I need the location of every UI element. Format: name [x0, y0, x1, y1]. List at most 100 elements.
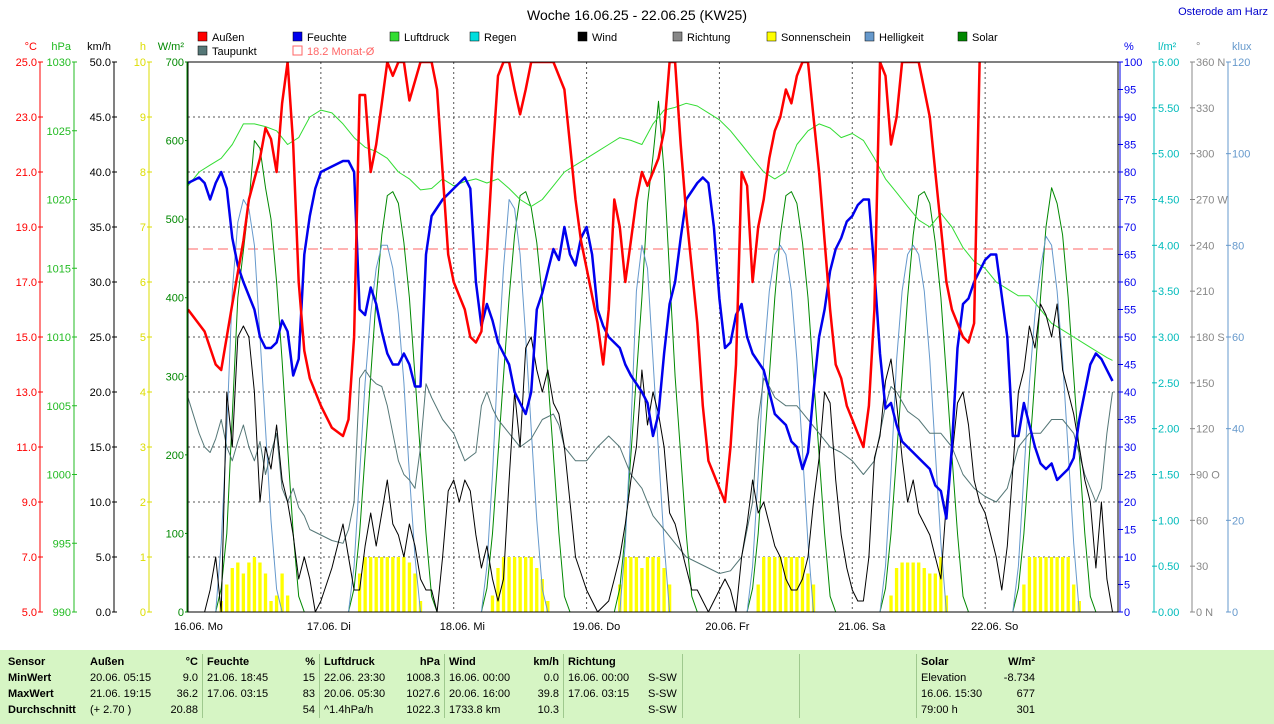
bar-sonnenschein: [795, 557, 799, 612]
wind-value: 39.8: [525, 686, 564, 702]
bar-sonnenschein: [396, 557, 401, 612]
feuchte-value: 54: [291, 702, 320, 718]
axis-label-h: 6: [140, 277, 146, 289]
axis-label-kmh: 30.0: [90, 277, 111, 289]
bar-sonnenschein: [784, 557, 788, 612]
bar-sonnenschein: [1072, 584, 1076, 612]
legend-swatch-regen: [469, 31, 480, 42]
bar-sonnenschein: [618, 584, 622, 612]
stats-row-max: MaxWert 21.06. 19:15 36.2 17.06. 03:15 8…: [4, 686, 1039, 702]
axis-label-lm2: 0.50: [1158, 561, 1179, 573]
header-wind: Wind: [449, 656, 476, 668]
axis-label-wm2: 400: [166, 293, 184, 305]
legend-label-monat: 18.2 Monat-Ø: [307, 46, 375, 58]
solar-value: -8.734: [1003, 672, 1035, 684]
header-sensor: Sensor: [8, 656, 46, 668]
bar-sonnenschein: [1044, 557, 1048, 612]
axis-label-deg: 180 S: [1196, 332, 1225, 344]
axis-label-lm2: 4.00: [1158, 240, 1179, 252]
axis-label-kmh: 45.0: [90, 112, 111, 124]
axis-label-kmh: 10.0: [90, 497, 111, 509]
axis-label-pct: 90: [1124, 112, 1136, 124]
legend-swatch-sonnenschein: [766, 31, 777, 42]
druck-value: 1008.3: [400, 670, 445, 686]
axis-label-pct: 80: [1124, 167, 1136, 179]
axis-label-lm2: 6.00: [1158, 57, 1179, 69]
bar-sonnenschein: [629, 557, 633, 612]
bar-sonnenschein: [512, 557, 517, 612]
bar-sonnenschein: [778, 557, 782, 612]
x-day-label: 18.06. Mi: [440, 621, 485, 633]
legend-label-feuchte: Feuchte: [307, 32, 347, 44]
bar-sonnenschein: [900, 562, 904, 612]
x-day-label: 16.06. Mo: [174, 621, 223, 633]
richtung-time: 16.06. 00:00: [568, 672, 630, 684]
axis-label-hpa: 1020: [47, 195, 71, 207]
bar-sonnenschein: [1066, 557, 1070, 612]
legend-swatch-feuchte: [292, 31, 303, 42]
bar-sonnenschein: [413, 573, 417, 612]
axis-label-wm2: 0: [178, 607, 184, 619]
axis-label-pct: 55: [1124, 305, 1136, 317]
bar-sonnenschein: [651, 557, 655, 612]
axis-label-klux: 40: [1232, 424, 1244, 436]
header-richtung-value: [644, 654, 683, 670]
axis-label-klux: 100: [1232, 149, 1250, 161]
bar-sonnenschein: [922, 568, 926, 612]
legend-label-wind: Wind: [592, 32, 617, 44]
bar-sonnenschein: [535, 568, 539, 612]
axis-unit-lm2: l/m²: [1158, 41, 1177, 53]
axis-label-temp: 7.0: [22, 552, 37, 564]
empty-col-1: [682, 654, 800, 670]
feuchte-value: 83: [291, 686, 320, 702]
bar-sonnenschein: [490, 595, 495, 612]
wind-time: 1733.8 km: [449, 704, 501, 716]
header-feuchte-unit: %: [291, 654, 320, 670]
axis-label-temp: 19.0: [16, 222, 37, 234]
x-day-label: 22.06. So: [971, 621, 1018, 633]
line-aussen: [188, 62, 981, 504]
axis-unit-wm2: W/m²: [158, 41, 185, 53]
axis-label-lm2: 5.00: [1158, 149, 1179, 161]
bar-sonnenschein: [1049, 557, 1054, 612]
bar-sonnenschein: [501, 557, 506, 612]
bar-sonnenschein: [546, 601, 550, 612]
bar-sonnenschein: [928, 573, 932, 612]
axis-label-pct: 5: [1124, 580, 1130, 592]
bar-sonnenschein: [767, 557, 771, 612]
axis-label-lm2: 1.50: [1158, 470, 1179, 482]
feuchte-value: 15: [291, 670, 320, 686]
bar-sonnenschein: [247, 562, 251, 612]
bar-sonnenschein: [640, 568, 644, 612]
plot-frame: [187, 61, 1119, 613]
axis-label-lm2: 3.00: [1158, 332, 1179, 344]
axis-label-hpa: 1025: [47, 126, 71, 138]
empty-cell: [682, 686, 800, 702]
axis-label-klux: 0: [1232, 607, 1238, 619]
axis-label-pct: 45: [1124, 360, 1136, 372]
solar-time: 79:00 h: [921, 704, 958, 716]
stats-row-avg: Durchschnitt (+ 2.70 ) 20.88 54 ^1.4hPa/…: [4, 702, 1039, 718]
header-druck: Luftdruck: [324, 656, 375, 668]
bar-sonnenschein: [225, 584, 229, 612]
axis-label-pct: 0: [1124, 607, 1130, 619]
axis-label-lm2: 3.50: [1158, 286, 1179, 298]
bar-sonnenschein: [1033, 557, 1037, 612]
bar-sonnenschein: [1038, 557, 1043, 612]
line-luftdruck: [188, 102, 1113, 361]
axis-unit-hpa: hPa: [51, 41, 71, 53]
header-aussen: Außen: [90, 656, 125, 668]
aussen-time: 21.06. 19:15: [90, 688, 152, 700]
bar-sonnenschein: [252, 557, 257, 612]
legend-label-luftdruck: Luftdruck: [404, 32, 450, 44]
axis-label-kmh: 0.0: [96, 607, 111, 619]
axis-label-pct: 60: [1124, 277, 1136, 289]
header-aussen-unit: °C: [164, 654, 203, 670]
bar-sonnenschein: [789, 557, 794, 612]
axis-label-temp: 15.0: [16, 332, 37, 344]
bar-sonnenschein: [269, 601, 273, 612]
x-day-label: 20.06. Fr: [705, 621, 749, 633]
header-wind-unit: km/h: [525, 654, 564, 670]
axis-label-klux: 60: [1232, 332, 1244, 344]
bar-sonnenschein: [662, 568, 666, 612]
